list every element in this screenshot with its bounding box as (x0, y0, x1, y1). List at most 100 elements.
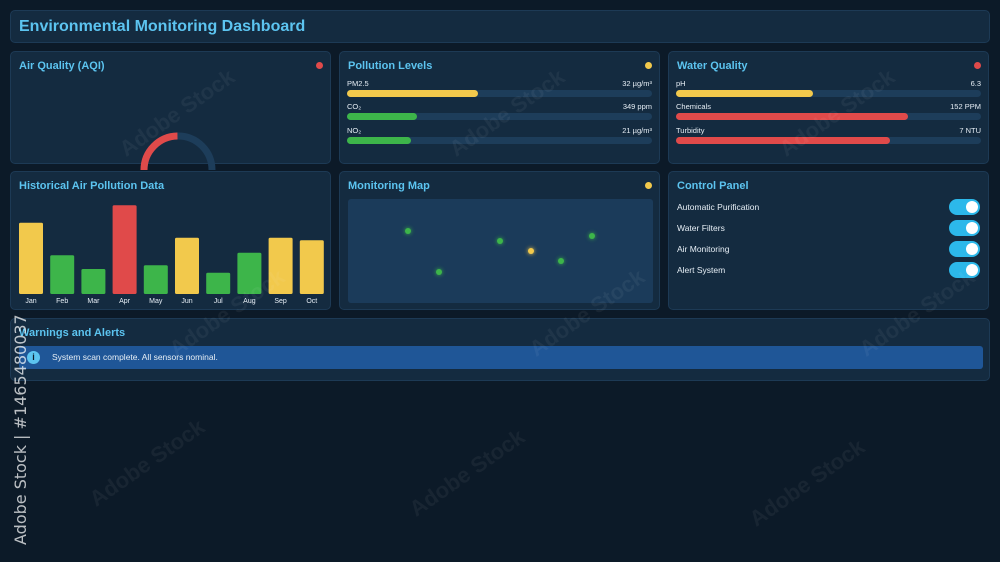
metric-fill (347, 90, 479, 97)
pollution-levels-card: Pollution Levels PM2.5 32 µg/m³ CO₂ 349 … (339, 51, 660, 164)
ph-metric: pH 6.3 (676, 79, 981, 101)
warnings-alerts-title: Warnings and Alerts (19, 327, 126, 339)
control-label: Air Monitoring (677, 244, 730, 254)
x-tick-label: May (149, 298, 163, 305)
metric-track (347, 137, 652, 144)
metric-label: PM2.5 (347, 79, 369, 88)
air-quality-card: Air Quality (AQI) 0 25 50 75 100 99 (10, 51, 331, 208)
water-quality-title: Water Quality (677, 60, 748, 72)
bar-may (143, 265, 168, 294)
x-tick-label: Jun (181, 298, 192, 305)
bar-feb (50, 255, 75, 294)
metric-value: 6.3 (970, 79, 981, 88)
alert-message[interactable]: i System scan complete. All sensors nomi… (19, 346, 983, 369)
x-tick-label: Sep (274, 298, 287, 305)
control-panel-title: Control Panel (677, 180, 749, 192)
automatic-purification-toggle[interactable] (949, 199, 980, 215)
water-status-dot (974, 62, 981, 69)
control-row-automatic-purification: Automatic Purification (677, 199, 980, 217)
turbidity-metric: Turbidity 7 NTU (676, 126, 981, 148)
watermark-tile: Adobe Stock (744, 433, 870, 532)
sensor-marker[interactable] (497, 238, 503, 244)
metric-fill (676, 137, 890, 144)
control-label: Water Filters (677, 223, 725, 233)
metric-track (676, 90, 981, 97)
chemicals-metric: Chemicals 152 PPM (676, 102, 981, 124)
sensor-marker[interactable] (436, 269, 442, 275)
toggle-knob (966, 264, 978, 276)
toggle-knob (966, 201, 978, 213)
metric-value: 349 ppm (622, 102, 652, 111)
x-tick-label: Mar (87, 298, 100, 305)
bar-jul (206, 272, 231, 294)
pm25-metric: PM2.5 32 µg/m³ (347, 79, 652, 101)
monitoring-map[interactable] (348, 199, 653, 303)
control-row-air-monitoring: Air Monitoring (677, 241, 980, 259)
info-icon: i (27, 351, 40, 364)
sensor-marker[interactable] (589, 233, 595, 239)
monitoring-map-card: Monitoring Map (339, 171, 660, 310)
sensor-marker[interactable] (528, 248, 534, 254)
aqi-gauge (140, 132, 216, 171)
x-tick-label: Apr (119, 298, 131, 305)
watermark-side-text: Adobe Stock | #1465480037 (11, 314, 30, 545)
alert-system-toggle[interactable] (949, 262, 980, 278)
monitoring-map-title: Monitoring Map (348, 180, 430, 192)
metric-fill (676, 113, 908, 120)
bar-mar (81, 269, 106, 294)
toggle-knob (966, 222, 978, 234)
metric-track (676, 113, 981, 120)
metric-label: CO₂ (347, 102, 362, 111)
control-label: Alert System (677, 265, 726, 275)
bar-jun (175, 237, 199, 294)
x-tick-label: Oct (306, 298, 317, 305)
water-quality-card: Water Quality pH 6.3 Chemicals 152 PPM T… (668, 51, 989, 164)
warnings-alerts-card: Warnings and Alerts i System scan comple… (10, 318, 990, 381)
air-monitoring-toggle[interactable] (949, 241, 980, 257)
control-panel-card: Control Panel Automatic Purification Wat… (668, 171, 989, 310)
control-row-water-filters: Water Filters (677, 220, 980, 238)
x-tick-label: Jan (25, 298, 36, 305)
control-label: Automatic Purification (677, 202, 760, 212)
bar-aug (237, 252, 262, 294)
historical-pollution-chart: Jan Feb Mar Apr May Jun Jul Aug Sep Oct (19, 205, 324, 305)
metric-track (676, 137, 981, 144)
bar-jan (19, 222, 43, 294)
x-tick-label: Feb (56, 298, 68, 305)
metric-label: Chemicals (676, 102, 712, 111)
pollution-levels-title: Pollution Levels (348, 60, 433, 72)
metric-value: 152 PPM (950, 102, 981, 111)
pollution-status-dot (645, 62, 652, 69)
metric-fill (347, 113, 418, 120)
metric-fill (347, 137, 412, 144)
metric-label: Turbidity (676, 126, 705, 135)
x-tick-label: Aug (243, 298, 256, 305)
toggle-knob (966, 243, 978, 255)
header-bar: Environmental Monitoring Dashboard (10, 10, 990, 43)
page-title: Environmental Monitoring Dashboard (19, 18, 306, 35)
metric-value: 32 µg/m³ (622, 79, 652, 88)
metric-fill (676, 90, 814, 97)
co2-metric: CO₂ 349 ppm (347, 102, 652, 124)
sensor-marker[interactable] (405, 228, 411, 234)
bar-oct (299, 240, 324, 294)
air-quality-status-dot (316, 62, 323, 69)
control-row-alert-system: Alert System (677, 262, 980, 280)
air-quality-title: Air Quality (AQI) (19, 60, 105, 72)
sensor-marker[interactable] (558, 258, 564, 264)
watermark-tile: Adobe Stock (84, 413, 210, 512)
map-status-dot (645, 182, 652, 189)
x-tick-label: Jul (214, 298, 223, 305)
water-filters-toggle[interactable] (949, 220, 980, 236)
metric-value: 21 µg/m³ (622, 126, 652, 135)
bar-sep (268, 237, 293, 294)
metric-track (347, 90, 652, 97)
metric-label: NO₂ (347, 126, 362, 135)
historical-pollution-title: Historical Air Pollution Data (19, 180, 165, 192)
alert-text: System scan complete. All sensors nomina… (52, 352, 218, 362)
no2-metric: NO₂ 21 µg/m³ (347, 126, 652, 148)
watermark-tile: Adobe Stock (404, 423, 530, 522)
historical-pollution-card: Historical Air Pollution Data Jan Feb Mar A… (10, 171, 331, 310)
metric-value: 7 NTU (959, 126, 981, 135)
bar-apr (112, 205, 137, 294)
